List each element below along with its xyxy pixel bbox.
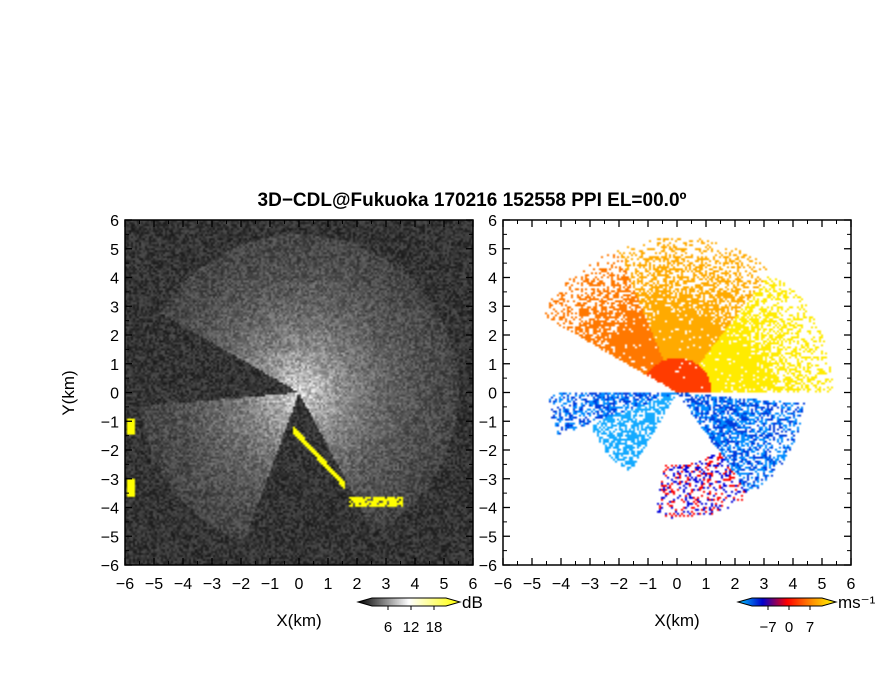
x-tick-label: 4 [789,576,798,593]
x-tick-label: −6 [116,576,134,593]
reflectivity-image [125,220,473,565]
colorbar-tick-label: 18 [426,619,443,636]
x-tick-label: 6 [469,576,478,593]
x-tick-label: 3 [760,576,769,593]
velocity-panel: −6 −5 −4 −3 −2 −1 0 1 2 3 4 5 6 6 5 4 3 2 1 0 −1 −2 −3 −4 −5 −6 X… [479,213,876,636]
y-tick-label: −6 [101,558,119,575]
y-tick-label: 1 [488,357,497,374]
x-tick-label: −5 [523,576,541,593]
x-tick-label: −2 [232,576,250,593]
colorbar-unit: ms⁻¹ [838,593,876,612]
y-tick-label: 3 [110,299,119,316]
colorbar-bar [356,597,462,607]
y-tick-label: 0 [488,386,497,403]
y-tick-label: −2 [101,443,119,460]
colorbar-tick-label: 12 [403,619,420,636]
x-tick-label: 1 [324,576,333,593]
y-tick-label: −6 [479,558,497,575]
x-tick-label: 3 [382,576,391,593]
y-tick-label: 6 [110,213,119,230]
x-tick-label: −1 [261,576,279,593]
y-tick-label: −1 [101,414,119,431]
figure-title: 3D−CDL@Fukuoka 170216 152558 PPI EL=00.0… [258,190,687,211]
colorbar-tick-label: −7 [759,619,776,636]
reflectivity-raster [125,220,473,565]
y-tick-label: −5 [101,529,119,546]
x-tick-label: −3 [581,576,599,593]
y-tick-label: 4 [110,271,119,288]
y-tick-label: 0 [110,386,119,403]
y-tick-label: 3 [488,299,497,316]
reflectivity-ylabel: Y(km) [59,370,78,415]
x-tick-label: 6 [847,576,856,593]
velocity-ticks: −6 −5 −4 −3 −2 −1 0 1 2 3 4 5 6 6 5 4 3 2 1 0 −1 −2 −3 −4 −5 −6 [479,213,856,593]
x-tick-label: −6 [494,576,512,593]
y-tick-label: −4 [101,501,119,518]
x-tick-label: −5 [145,576,163,593]
y-tick-label: −3 [479,472,497,489]
x-tick-label: −3 [203,576,221,593]
y-tick-label: −4 [479,501,497,518]
x-tick-label: 5 [440,576,449,593]
y-tick-label: −2 [479,443,497,460]
y-tick-label: 5 [110,242,119,259]
velocity-xlabel: X(km) [654,611,699,630]
reflectivity-xlabel: X(km) [276,611,321,630]
y-tick-label: 5 [488,242,497,259]
colorbar-tick-label: 6 [384,619,392,636]
x-tick-label: −1 [639,576,657,593]
x-tick-label: −4 [174,576,192,593]
x-tick-label: 2 [731,576,740,593]
y-tick-label: −5 [479,529,497,546]
velocity-image [503,220,851,565]
colorbar-tick-label: 0 [785,619,793,636]
y-tick-label: 2 [110,328,119,345]
velocity-colorbar: −7 0 7 ms⁻¹ [736,593,876,636]
velocity-raster [503,220,851,565]
colorbar-unit: dB [462,593,483,612]
y-tick-label: 6 [488,213,497,230]
y-tick-label: −1 [479,414,497,431]
x-tick-label: 2 [353,576,362,593]
x-tick-label: −4 [552,576,570,593]
x-tick-label: 5 [818,576,827,593]
x-tick-label: 1 [702,576,711,593]
colorbar-tick-label: 7 [806,619,814,636]
reflectivity-colorbar: 6 12 18 dB [356,593,483,636]
colorbar-bar [736,597,838,607]
x-tick-label: 0 [673,576,682,593]
x-tick-label: −2 [610,576,628,593]
y-tick-label: −3 [101,472,119,489]
y-tick-label: 2 [488,328,497,345]
reflectivity-ticks: −6 −5 −4 −3 −2 −1 0 1 2 3 4 5 6 6 5 4 3 2 1 0 −1 −2 −3 −4 −5 −6 [101,213,478,593]
x-tick-label: 0 [295,576,304,593]
x-tick-label: 4 [411,576,420,593]
y-tick-label: 4 [488,271,497,288]
y-tick-label: 1 [110,357,119,374]
